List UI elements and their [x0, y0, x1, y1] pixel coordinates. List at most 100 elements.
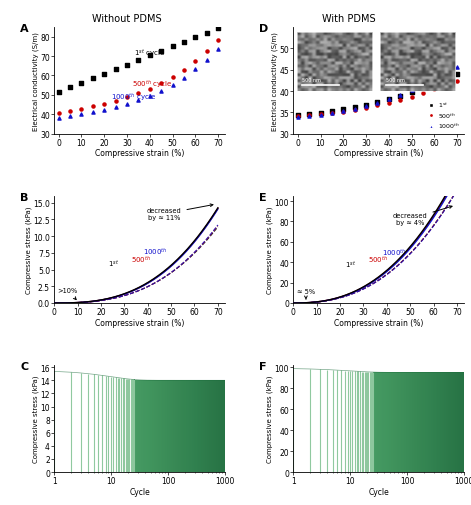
Point	[385, 95, 392, 104]
Text: Without PDMS: Without PDMS	[92, 14, 162, 24]
Point	[430, 76, 438, 84]
Point	[66, 113, 74, 121]
Point	[442, 70, 449, 78]
Y-axis label: Compressive stress (kPa): Compressive stress (kPa)	[267, 375, 273, 463]
Text: 500$^{th}$ cycle: 500$^{th}$ cycle	[131, 78, 172, 90]
Point	[340, 106, 347, 114]
Point	[328, 110, 336, 118]
Point	[294, 113, 301, 121]
Point	[430, 86, 438, 94]
Text: F: F	[259, 361, 267, 371]
Point	[192, 66, 199, 74]
Text: decreased
by ≈ 11%: decreased by ≈ 11%	[147, 205, 213, 221]
Point	[362, 103, 370, 111]
Y-axis label: Electrical conductivity (S/m): Electrical conductivity (S/m)	[32, 32, 39, 130]
Point	[294, 114, 301, 122]
Text: 1$^{st}$: 1$^{st}$	[345, 259, 356, 270]
Point	[408, 87, 415, 95]
Point	[351, 106, 358, 114]
Point	[89, 75, 97, 83]
Text: D: D	[259, 24, 268, 33]
Point	[385, 96, 392, 104]
Text: E: E	[259, 192, 267, 203]
Point	[146, 85, 154, 93]
Point	[442, 82, 449, 90]
Point	[123, 100, 131, 109]
X-axis label: Compressive strain (%): Compressive strain (%)	[334, 318, 423, 327]
Point	[203, 48, 211, 57]
Point	[78, 80, 85, 88]
Point	[397, 96, 404, 105]
Point	[351, 107, 358, 115]
Y-axis label: Compressive stress (kPa): Compressive stress (kPa)	[25, 207, 32, 293]
Point	[305, 112, 313, 120]
Text: ≈ 5%: ≈ 5%	[297, 288, 315, 300]
Text: With PDMS: With PDMS	[322, 14, 375, 24]
Text: A: A	[20, 24, 29, 33]
Point	[305, 111, 313, 119]
Text: 500$^{th}$: 500$^{th}$	[131, 253, 152, 264]
Point	[180, 38, 188, 46]
Point	[112, 97, 120, 106]
Point	[55, 110, 63, 118]
Point	[305, 113, 313, 121]
Point	[453, 78, 461, 86]
Point	[328, 110, 336, 118]
Point	[112, 104, 120, 112]
Point	[408, 89, 415, 97]
Point	[180, 67, 188, 75]
Point	[328, 108, 336, 116]
Text: 1$^{st}$: 1$^{st}$	[108, 258, 119, 269]
Y-axis label: Electrical conductivity (S/m): Electrical conductivity (S/m)	[271, 32, 278, 130]
Point	[419, 85, 427, 93]
Point	[408, 93, 415, 102]
Point	[385, 99, 392, 108]
Point	[453, 64, 461, 72]
Point	[66, 108, 74, 116]
Point	[146, 53, 154, 61]
X-axis label: Cycle: Cycle	[368, 487, 389, 496]
Point	[169, 81, 176, 89]
Point	[55, 89, 63, 97]
Point	[397, 92, 404, 100]
Point	[442, 76, 449, 84]
Point	[135, 97, 142, 105]
Y-axis label: Compressive stress (kPa): Compressive stress (kPa)	[32, 375, 39, 463]
X-axis label: Cycle: Cycle	[129, 487, 150, 496]
X-axis label: Compressive strain (%): Compressive strain (%)	[334, 149, 423, 158]
Point	[203, 29, 211, 37]
Point	[123, 62, 131, 70]
Text: 1000$^{th}$: 1000$^{th}$	[143, 245, 168, 257]
Point	[203, 57, 211, 65]
Text: decreased
by ≈ 4%: decreased by ≈ 4%	[393, 207, 452, 226]
Point	[419, 82, 427, 90]
Point	[294, 111, 301, 119]
Point	[66, 84, 74, 92]
Point	[453, 71, 461, 79]
Point	[123, 94, 131, 102]
Point	[340, 108, 347, 116]
Text: 1000$^{th}$: 1000$^{th}$	[382, 246, 406, 258]
Point	[374, 99, 381, 108]
Text: 1000$^{th}$ cycle: 1000$^{th}$ cycle	[111, 91, 156, 103]
Point	[78, 106, 85, 114]
Point	[317, 111, 324, 119]
Point	[430, 81, 438, 89]
Legend: 1$^{st}$, 500$^{th}$, 1000$^{th}$: 1$^{st}$, 500$^{th}$, 1000$^{th}$	[423, 100, 461, 131]
Point	[419, 90, 427, 98]
X-axis label: Compressive strain (%): Compressive strain (%)	[95, 149, 184, 158]
Point	[374, 99, 381, 107]
Text: 500$^{th}$: 500$^{th}$	[368, 254, 388, 265]
Point	[214, 37, 222, 45]
Point	[180, 74, 188, 82]
Point	[169, 43, 176, 51]
Point	[317, 112, 324, 120]
Point	[100, 71, 108, 79]
Point	[192, 58, 199, 66]
X-axis label: Compressive strain (%): Compressive strain (%)	[95, 318, 184, 327]
Text: B: B	[20, 192, 28, 203]
Point	[397, 91, 404, 99]
Point	[157, 87, 165, 95]
Point	[55, 115, 63, 123]
Point	[214, 25, 222, 33]
